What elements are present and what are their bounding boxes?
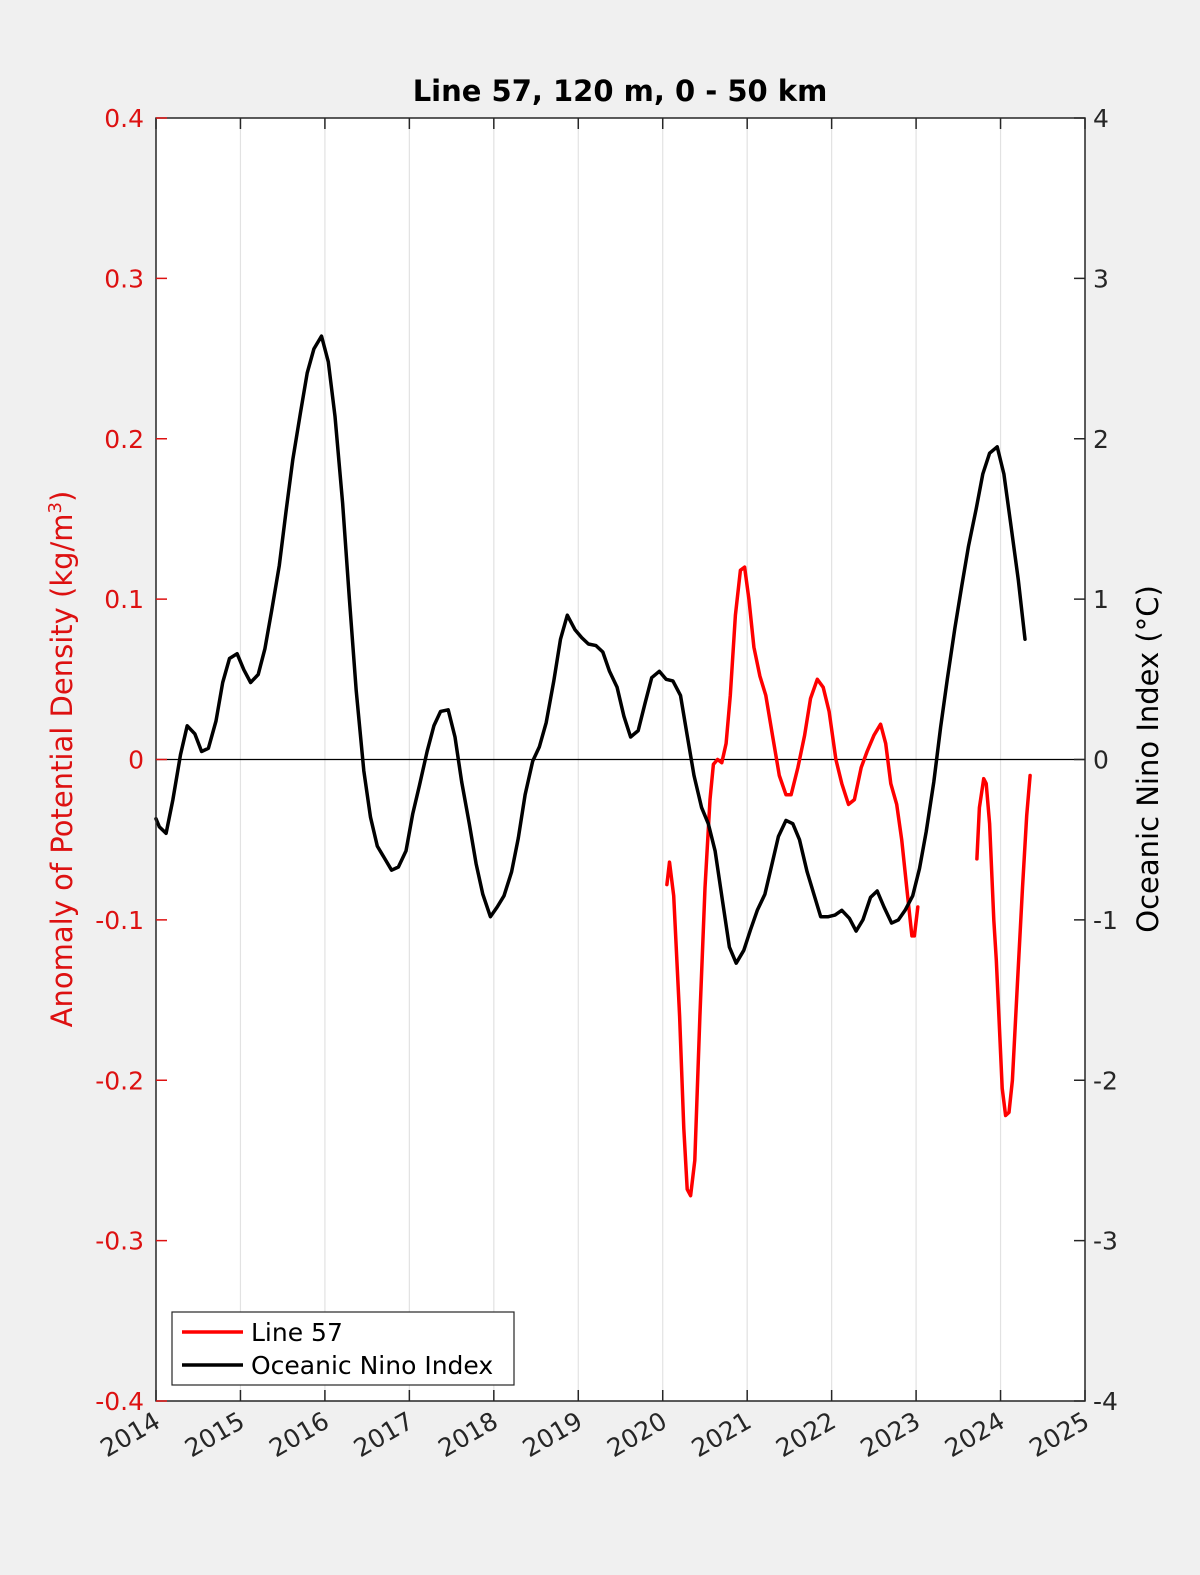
x-tick-label: 2022 bbox=[771, 1406, 841, 1463]
series-group bbox=[154, 334, 1032, 1198]
y-left-label-close: ) bbox=[45, 491, 79, 502]
series-line-line57 bbox=[975, 773, 1032, 1118]
y-left-tick-label: 0.2 bbox=[104, 425, 144, 454]
x-tick-label: 2021 bbox=[687, 1406, 757, 1463]
y-left-label-main: Anomaly of Potential Density (kg/m bbox=[45, 513, 79, 1027]
y-left-label: Anomaly of Potential Density (kg/m3) bbox=[45, 491, 79, 1028]
y-left-tick-label: 0.3 bbox=[104, 264, 144, 293]
y-left-tick-label: -0.1 bbox=[95, 906, 144, 935]
y-right-tick-label: -4 bbox=[1093, 1387, 1118, 1416]
y-right-tick-label: 1 bbox=[1093, 585, 1109, 614]
x-tick-label: 2015 bbox=[180, 1406, 250, 1463]
x-tick-label: 2024 bbox=[940, 1406, 1010, 1463]
y-right-tick-label: 0 bbox=[1093, 746, 1109, 775]
y-left-tick-label: -0.3 bbox=[95, 1227, 144, 1256]
y-left-tick-label: -0.2 bbox=[95, 1066, 144, 1095]
y-right-tick-label: -2 bbox=[1093, 1066, 1118, 1095]
x-tick-label: 2019 bbox=[518, 1406, 588, 1463]
y-left-label-sup: 3 bbox=[45, 502, 66, 513]
x-tick-label: 2020 bbox=[602, 1406, 672, 1463]
y-right-tick-label: 2 bbox=[1093, 425, 1109, 454]
x-tick-label: 2018 bbox=[433, 1406, 503, 1463]
series-line-line57 bbox=[665, 565, 920, 1198]
y-left-tick-label: 0.4 bbox=[104, 104, 144, 133]
y-right-label: Oceanic Nino Index (°C) bbox=[1131, 585, 1165, 933]
series-line-oni bbox=[154, 334, 1027, 965]
legend-label-oni: Oceanic Nino Index bbox=[251, 1351, 493, 1380]
y-right-tick-label: -3 bbox=[1093, 1227, 1118, 1256]
x-tick-label: 2016 bbox=[264, 1406, 334, 1463]
x-tick-label: 2017 bbox=[349, 1406, 419, 1463]
x-tick-label: 2025 bbox=[1024, 1406, 1094, 1463]
y-right-tick-label: -1 bbox=[1093, 906, 1118, 935]
legend-label-line57: Line 57 bbox=[251, 1318, 343, 1347]
legend-box bbox=[171, 1311, 515, 1386]
legend: Line 57 Oceanic Nino Index bbox=[171, 1311, 515, 1386]
y-right-tick-label: 4 bbox=[1093, 104, 1109, 133]
y-left-tick-label: 0 bbox=[128, 746, 144, 775]
chart-title: Line 57, 120 m, 0 - 50 km bbox=[413, 74, 828, 108]
y-left-tick-label: -0.4 bbox=[95, 1387, 144, 1416]
y-right-tick-label: 3 bbox=[1093, 264, 1109, 293]
y-left-tick-label: 0.1 bbox=[104, 585, 144, 614]
x-tick-label: 2023 bbox=[855, 1406, 925, 1463]
